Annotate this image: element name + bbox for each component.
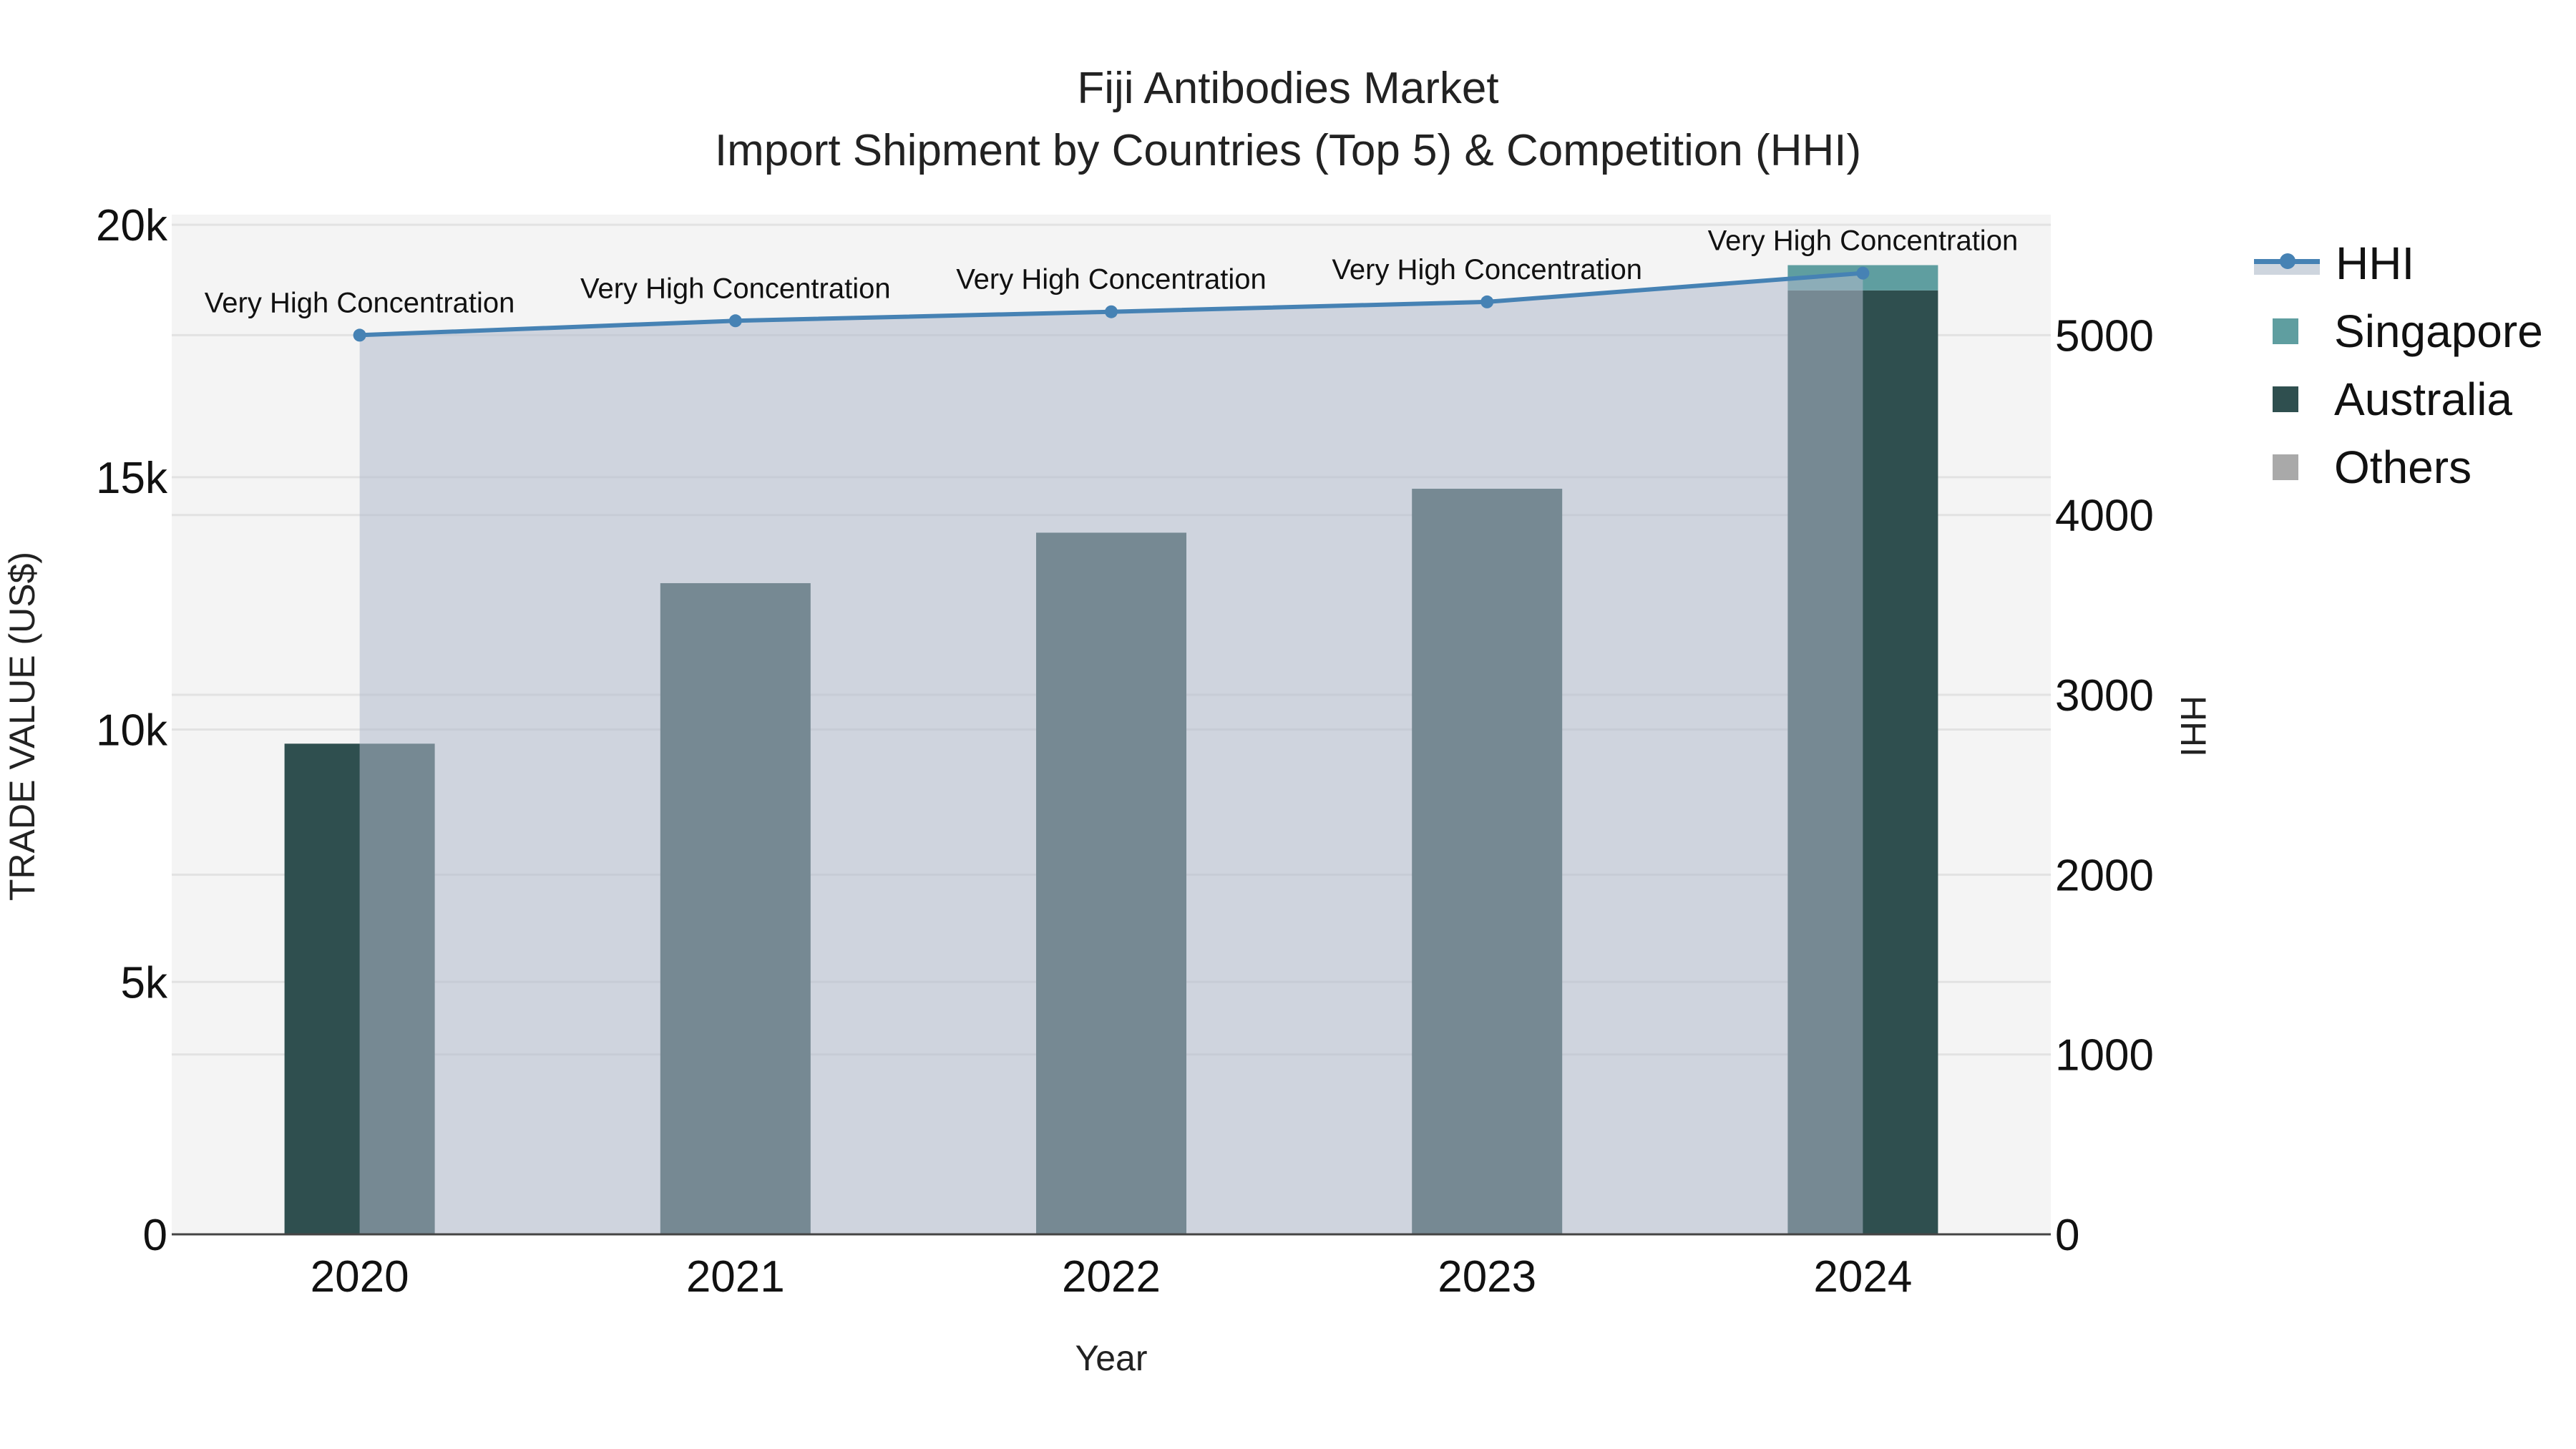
hhi-annotation: Very High Concentration xyxy=(205,287,515,318)
y-right-axis-title: HHI xyxy=(2173,696,2213,757)
hhi-markers[interactable] xyxy=(353,266,1870,342)
square-swatch-icon xyxy=(2273,454,2298,480)
y-right-tick-label: 0 xyxy=(2055,1211,2079,1260)
chart-title: Fiji Antibodies Market xyxy=(1077,64,1499,113)
y-left-tick-label: 15k xyxy=(96,454,168,503)
legend-item-hhi[interactable]: HHI xyxy=(2254,229,2543,297)
legend-label: Singapore xyxy=(2334,305,2543,357)
hhi-marker[interactable] xyxy=(1856,266,1870,280)
hhi-annotation: Very High Concentration xyxy=(580,273,891,304)
hhi-annotation: Very High Concentration xyxy=(1708,225,2019,257)
x-axis-title: Year xyxy=(1075,1338,1147,1378)
annotations: Very High Concentration Very High Concent… xyxy=(205,225,2018,319)
x-tick-label: 2021 xyxy=(686,1252,785,1302)
hhi-annotation: Very High Concentration xyxy=(1332,254,1642,286)
legend-item-singapore[interactable]: Singapore xyxy=(2254,297,2543,365)
hhi-marker[interactable] xyxy=(353,328,366,342)
y-right-axis-ticks: 0 1000 2000 3000 4000 5000 xyxy=(2055,311,2154,1260)
hhi-marker[interactable] xyxy=(728,314,742,328)
y-left-axis-title: TRADE VALUE (US$) xyxy=(2,552,42,901)
legend-label: HHI xyxy=(2336,237,2415,289)
y-left-tick-label: 10k xyxy=(96,706,168,756)
x-axis-ticks: 2020 2021 2022 2023 2024 xyxy=(311,1252,1913,1302)
y-left-axis-ticks: 0 5k 10k 15k 20k xyxy=(96,201,168,1260)
line-marker-icon xyxy=(2254,249,2320,278)
y-right-tick-label: 4000 xyxy=(2055,492,2154,541)
hhi-marker[interactable] xyxy=(1480,295,1494,308)
legend-item-others[interactable]: Others xyxy=(2254,433,2543,501)
x-tick-label: 2020 xyxy=(311,1252,409,1302)
y-right-tick-label: 3000 xyxy=(2055,671,2154,721)
x-tick-label: 2024 xyxy=(1813,1252,1912,1302)
y-left-tick-label: 20k xyxy=(96,201,168,250)
hhi-annotation: Very High Concentration xyxy=(956,264,1267,296)
chart-subtitle: Import Shipment by Countries (Top 5) & C… xyxy=(714,126,1862,175)
y-right-tick-label: 5000 xyxy=(2055,311,2154,361)
hhi-area xyxy=(359,273,1863,1234)
legend-label: Others xyxy=(2334,441,2472,493)
legend-item-australia[interactable]: Australia xyxy=(2254,365,2543,433)
legend-label: Australia xyxy=(2334,373,2512,425)
square-swatch-icon xyxy=(2273,386,2298,412)
square-swatch-icon xyxy=(2273,318,2298,344)
hhi-marker[interactable] xyxy=(1105,305,1118,318)
y-left-tick-label: 0 xyxy=(143,1211,167,1260)
y-right-tick-label: 1000 xyxy=(2055,1031,2154,1080)
y-left-tick-label: 5k xyxy=(121,958,168,1008)
y-right-tick-label: 2000 xyxy=(2055,851,2154,900)
x-tick-label: 2023 xyxy=(1438,1252,1536,1302)
x-tick-label: 2022 xyxy=(1062,1252,1161,1302)
legend: HHI Singapore Australia Others xyxy=(2254,229,2543,501)
